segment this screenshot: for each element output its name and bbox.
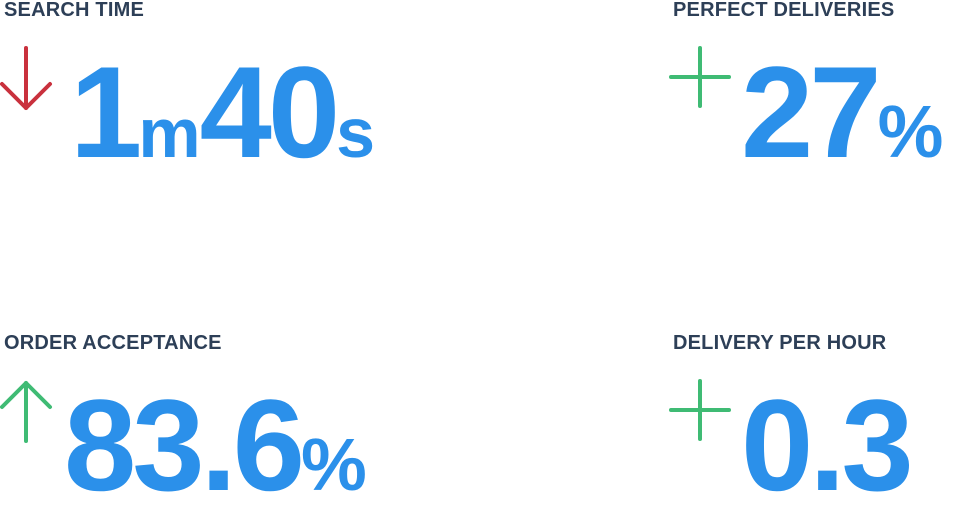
stat-label: ORDER ACCEPTANCE — [4, 332, 222, 354]
stat-delivery-per-hour: DELIVERY PER HOUR 0.3 — [669, 332, 954, 510]
stat-value: 0.3 — [741, 380, 914, 510]
value-percent: % — [877, 90, 944, 173]
stat-label: PERFECT DELIVERIES — [673, 0, 895, 21]
plus-icon — [669, 46, 731, 108]
value-number: 27 — [741, 39, 882, 185]
value-minutes-unit: m — [138, 94, 200, 172]
stat-value: 83.6% — [64, 380, 367, 510]
stat-order-acceptance: ORDER ACCEPTANCE 83.6% — [0, 332, 424, 510]
value-number: 0.3 — [741, 372, 914, 518]
stat-value: 1m40s — [70, 47, 375, 177]
stat-label: DELIVERY PER HOUR — [673, 332, 887, 354]
value-number: 83.6 — [64, 372, 305, 518]
value-seconds: 40 — [199, 39, 341, 185]
stat-value: 27% — [741, 47, 943, 177]
stat-perfect-deliveries: PERFECT DELIVERIES 27% — [669, 0, 954, 177]
value-minutes: 1 — [70, 39, 142, 185]
value-seconds-unit: s — [336, 94, 375, 172]
value-percent: % — [301, 423, 367, 506]
plus-icon — [669, 379, 731, 441]
stat-search-time: SEARCH TIME 1m40s — [0, 0, 424, 177]
arrow-up-icon — [0, 379, 52, 445]
arrow-down-icon — [0, 46, 52, 112]
stat-label: SEARCH TIME — [4, 0, 144, 21]
